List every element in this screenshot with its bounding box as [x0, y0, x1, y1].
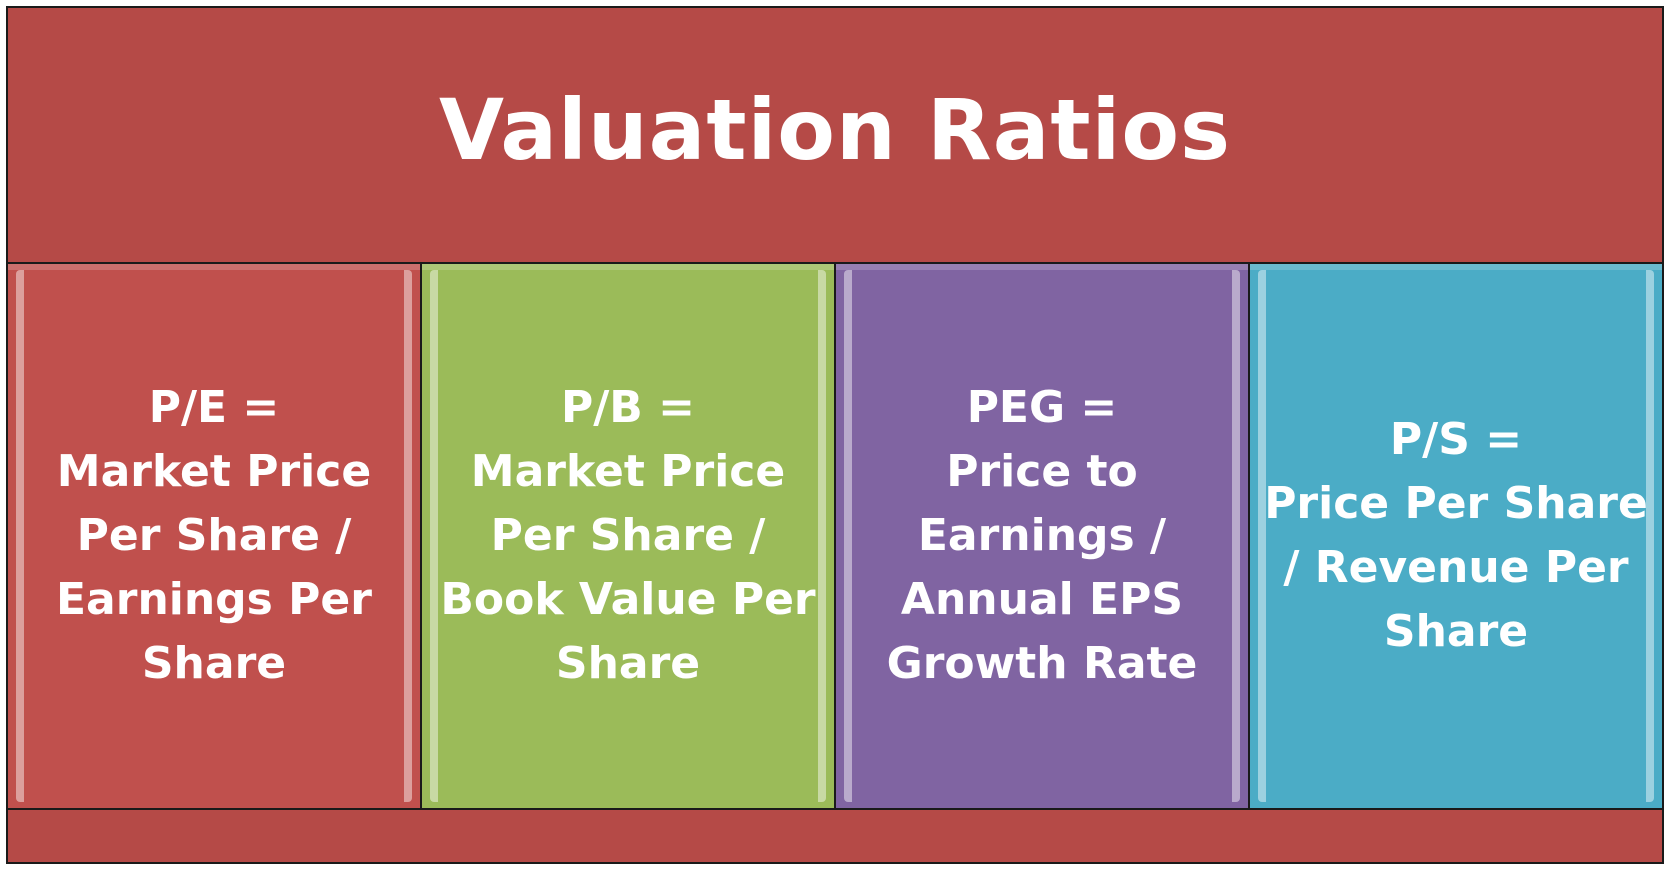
diagram-title: Valuation Ratios [438, 81, 1232, 179]
ps-ratio-formula: P/S = Price Per Share / Revenue Per Shar… [1264, 414, 1648, 657]
pb-ratio-formula: P/B = Market Price Per Share / Book Valu… [440, 382, 816, 689]
pb-ratio-box: P/B = Market Price Per Share / Book Valu… [422, 264, 836, 808]
header-band: Valuation Ratios [8, 8, 1662, 264]
peg-ratio-formula: PEG = Price to Earnings / Annual EPS Gro… [886, 382, 1198, 689]
pe-ratio-box: P/E = Market Price Per Share / Earnings … [8, 264, 422, 808]
ratio-boxes-row: P/E = Market Price Per Share / Earnings … [8, 264, 1662, 810]
ps-ratio-box: P/S = Price Per Share / Revenue Per Shar… [1250, 264, 1662, 808]
peg-ratio-box: PEG = Price to Earnings / Annual EPS Gro… [836, 264, 1250, 808]
pe-ratio-formula: P/E = Market Price Per Share / Earnings … [56, 382, 372, 689]
valuation-ratios-diagram: Valuation Ratios P/E = Market Price Per … [6, 6, 1664, 864]
footer-band [8, 806, 1662, 862]
